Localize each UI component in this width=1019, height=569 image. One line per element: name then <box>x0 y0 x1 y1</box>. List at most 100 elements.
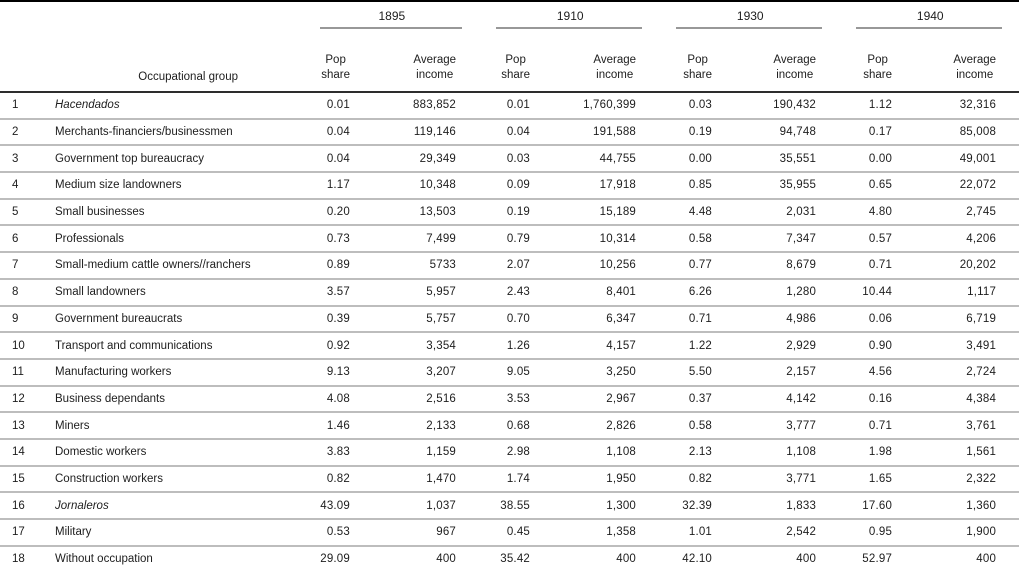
average-income-value: 119,146 <box>413 126 457 139</box>
table-row: 12 Business dependants 4.08 2,516 3.53 2,967 0… <box>0 386 1019 413</box>
pop-share-value: 0.39 <box>326 312 350 325</box>
occupational-group-label: Small landowners <box>55 286 146 299</box>
average-income-value: 13,503 <box>419 206 457 219</box>
average-income-value: 3,491 <box>966 339 997 352</box>
average-income-value: 1,117 <box>967 286 997 299</box>
occupational-group-label: Construction workers <box>55 472 164 485</box>
row-number: 16 <box>12 499 25 512</box>
pop-share-value: 0.77 <box>688 259 713 272</box>
pop-share-value: 0.00 <box>868 152 893 165</box>
average-income-value: 967 <box>436 526 457 539</box>
pop-share-value: 1.46 <box>326 419 350 432</box>
row-spacer <box>1002 359 1019 386</box>
average-income-value: 1,108 <box>606 446 637 459</box>
average-income-header-1910: Average income <box>536 33 643 93</box>
pop-share-value: 0.71 <box>688 312 713 325</box>
average-income-value: 6,719 <box>966 312 997 325</box>
pop-share-header-1930: Pop share <box>642 33 719 93</box>
pop-share-value: 38.55 <box>500 499 531 512</box>
occupational-group-label: Small-medium cattle owners//ranchers <box>55 259 251 272</box>
pop-share-value: 17.60 <box>862 499 893 512</box>
pop-share-value: 0.58 <box>688 232 713 245</box>
average-income-value: 1,833 <box>786 499 817 512</box>
average-income-value: 85,008 <box>959 126 997 139</box>
pop-share-value: 1.22 <box>688 339 713 352</box>
pop-share-value: 0.37 <box>688 392 713 405</box>
table-row: 11 Manufacturing workers 9.13 3,207 9.05 3,25… <box>0 359 1019 386</box>
row-spacer <box>1002 92 1019 119</box>
average-income-value: 1,561 <box>966 446 997 459</box>
row-spacer <box>1002 306 1019 333</box>
table-row: 8 Small landowners 3.57 5,957 2.43 8,401 6.26 1… <box>0 279 1019 306</box>
average-income-value: 2,542 <box>786 526 817 539</box>
pop-share-value: 0.17 <box>868 126 893 139</box>
occupational-group-label: Manufacturing workers <box>55 366 172 379</box>
pop-share-value: 1.01 <box>688 526 713 539</box>
table-row: 4 Medium size landowners 1.17 10,348 0.09 17,… <box>0 172 1019 199</box>
average-income-value: 22,072 <box>959 179 997 192</box>
occupational-group-label: Medium size landowners <box>55 179 182 192</box>
table-row: 14 Domestic workers 3.83 1,159 2.98 1,108 2.13… <box>0 439 1019 466</box>
pop-share-value: 2.43 <box>506 286 531 299</box>
pop-share-value: 0.95 <box>868 526 893 539</box>
average-income-value: 1,470 <box>426 472 457 485</box>
row-spacer <box>1002 466 1019 493</box>
row-spacer <box>1002 546 1019 569</box>
pop-share-value: 1.74 <box>506 472 531 485</box>
average-income-value: 8,679 <box>786 259 817 272</box>
row-spacer <box>1002 199 1019 226</box>
average-income-value: 1,950 <box>606 472 637 485</box>
average-income-value: 94,748 <box>779 126 817 139</box>
pop-share-value: 1.12 <box>868 99 893 112</box>
average-income-value: 883,852 <box>413 99 457 112</box>
row-spacer <box>1002 412 1019 439</box>
year-label: 1895 <box>378 9 406 23</box>
pop-share-value: 10.44 <box>862 286 893 299</box>
average-income-value: 1,360 <box>966 499 997 512</box>
pop-share-value: 0.68 <box>506 419 531 432</box>
row-number: 2 <box>12 126 19 139</box>
pop-share-value: 1.65 <box>868 472 893 485</box>
average-income-value: 2,516 <box>426 392 457 405</box>
average-income-value: 2,157 <box>786 366 817 379</box>
pop-share-value: 0.16 <box>868 392 893 405</box>
average-income-value: 3,250 <box>606 366 637 379</box>
row-number: 4 <box>12 179 19 192</box>
pop-share-value: 2.13 <box>688 446 713 459</box>
header-corner-cell <box>0 1 286 33</box>
average-income-value: 4,142 <box>786 392 817 405</box>
occupational-group-label: Government top bureaucracy <box>55 152 204 165</box>
average-income-value: 4,206 <box>966 232 997 245</box>
pop-share-value: 29.09 <box>320 553 350 566</box>
average-income-value: 400 <box>976 553 997 566</box>
pop-share-value: 0.57 <box>868 232 893 245</box>
pop-share-value: 9.13 <box>326 366 350 379</box>
row-number: 18 <box>12 553 25 566</box>
pop-share-value: 42.10 <box>682 553 713 566</box>
pop-share-header-1895: Pop share <box>286 33 356 93</box>
pop-share-header-1910: Pop share <box>462 33 537 93</box>
row-spacer <box>1002 386 1019 413</box>
table-row: 10 Transport and communications 0.92 3,354 1… <box>0 332 1019 359</box>
row-spacer <box>1002 519 1019 546</box>
average-income-value: 1,760,399 <box>583 99 637 112</box>
pop-share-header-1940: Pop share <box>822 33 899 93</box>
pop-share-value: 0.03 <box>506 152 531 165</box>
average-income-value: 7,499 <box>426 232 457 245</box>
pop-share-value: 32.39 <box>682 499 713 512</box>
average-income-value: 400 <box>796 553 817 566</box>
average-income-value: 2,724 <box>966 366 997 379</box>
pop-share-value: 0.73 <box>326 232 350 245</box>
row-spacer <box>1002 439 1019 466</box>
pop-share-value: 3.83 <box>326 446 350 459</box>
year-group-1930: 1930 <box>642 1 823 33</box>
average-income-value: 2,745 <box>966 206 997 219</box>
row-number: 7 <box>12 259 19 272</box>
row-spacer <box>1002 119 1019 146</box>
column-header-row: Occupational group Pop share Average incom… <box>0 33 1019 93</box>
occupational-group-label: Hacendados <box>55 99 120 112</box>
pop-share-value: 52.97 <box>862 553 893 566</box>
pop-share-value: 43.09 <box>320 499 350 512</box>
pop-share-value: 6.26 <box>688 286 713 299</box>
